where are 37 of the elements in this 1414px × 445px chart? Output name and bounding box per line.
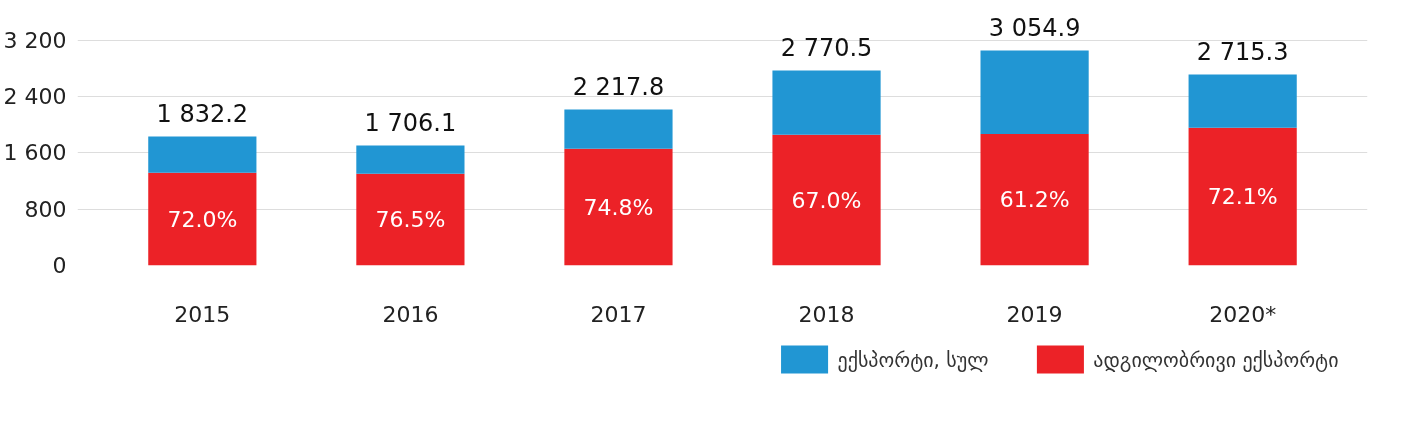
bar: [772, 134, 881, 266]
bar: [980, 133, 1089, 266]
bar: [1188, 127, 1297, 266]
annotation: 74.8%: [583, 194, 654, 220]
bar: [356, 173, 465, 266]
annotation: 67.0%: [791, 187, 862, 213]
bar: [564, 109, 673, 149]
x-tick-label: 2016: [382, 301, 439, 327]
x-tick-label: 2015: [174, 301, 231, 327]
total-label: 1 706.1: [364, 108, 457, 137]
total-label: 2 217.8: [572, 72, 665, 101]
bar: [772, 70, 881, 135]
bar: [148, 172, 257, 266]
legend-label: ექსპორტი, სულ: [837, 347, 989, 372]
bar: [564, 148, 673, 266]
legend-label: ადგილობრივი ექსპორტი: [1093, 347, 1339, 372]
bar: [356, 145, 465, 174]
x-tick-label: 2018: [798, 301, 855, 327]
y-tick-label: 2 400: [3, 84, 67, 110]
annotation: 61.2%: [999, 187, 1070, 213]
y-tick-label: 0: [52, 253, 67, 278]
x-tick-label: 2019: [1006, 301, 1063, 327]
total-label: 2 770.5: [780, 33, 873, 62]
x-tick-label: 2020*: [1209, 301, 1277, 327]
total-label: 1 832.2: [156, 99, 249, 128]
bar: [980, 50, 1089, 134]
bar: [1188, 74, 1297, 128]
bar: [148, 136, 257, 173]
y-tick-label: 3 200: [3, 27, 67, 53]
total-label: 2 715.3: [1196, 37, 1289, 66]
y-tick-label: 1 600: [3, 140, 67, 166]
x-tick-label: 2017: [590, 301, 647, 327]
annotation: 72.0%: [167, 206, 238, 232]
y-tick-label: 800: [24, 196, 67, 222]
total-label: 3 054.9: [988, 13, 1081, 42]
annotation: 72.1%: [1207, 184, 1278, 210]
annotation: 76.5%: [375, 207, 446, 233]
